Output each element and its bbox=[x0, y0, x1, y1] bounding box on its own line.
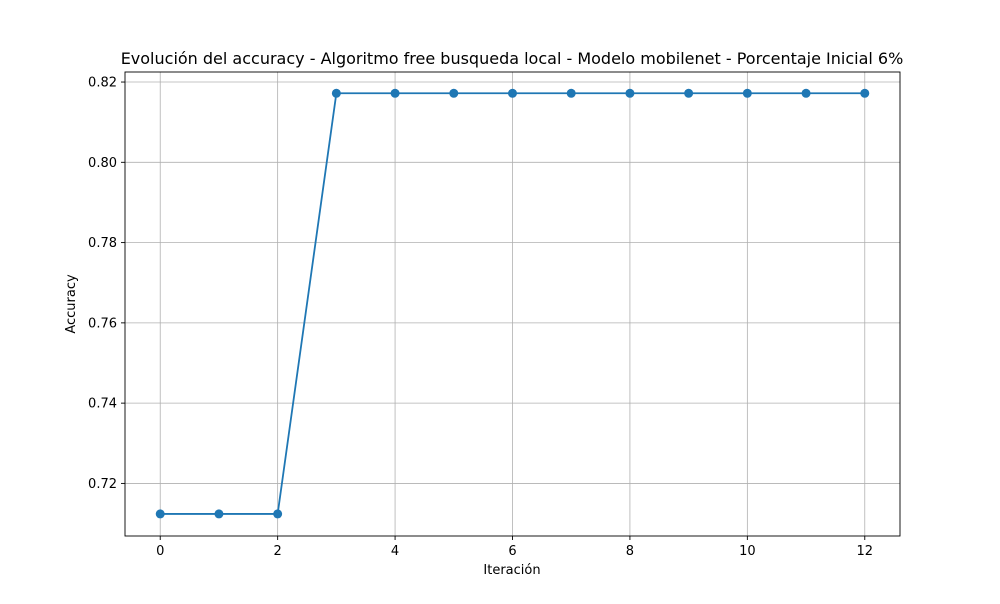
data-point-12 bbox=[860, 88, 870, 98]
x-tick-label-2: 2 bbox=[274, 544, 282, 559]
x-tick-label-10: 10 bbox=[739, 544, 756, 559]
y-tick-label-0.78: 0.78 bbox=[88, 236, 117, 251]
y-tick-label-0.74: 0.74 bbox=[88, 397, 117, 412]
data-point-4 bbox=[390, 88, 400, 98]
x-tick-label-12: 12 bbox=[856, 544, 873, 559]
y-axis-label: Accuracy bbox=[64, 274, 79, 334]
data-point-7 bbox=[566, 88, 576, 98]
x-tick-label-8: 8 bbox=[626, 544, 634, 559]
data-point-11 bbox=[801, 88, 811, 98]
data-point-2 bbox=[273, 509, 283, 519]
x-tick-label-0: 0 bbox=[156, 544, 164, 559]
data-point-10 bbox=[742, 88, 752, 98]
data-point-9 bbox=[684, 88, 694, 98]
series-layer bbox=[155, 88, 870, 519]
data-point-3 bbox=[331, 88, 341, 98]
y-tick-label-0.76: 0.76 bbox=[88, 316, 117, 331]
x-tick-label-4: 4 bbox=[391, 544, 399, 559]
data-point-5 bbox=[449, 88, 459, 98]
x-axis-label: Iteración bbox=[483, 563, 540, 578]
x-tick-label-6: 6 bbox=[508, 544, 516, 559]
grid-layer bbox=[125, 72, 900, 536]
ticks-layer: 0 2 4 6 8 10 12 0.72 0.74 0.76 0.78 0.80 0.82 bbox=[88, 76, 873, 559]
y-tick-label-0.72: 0.72 bbox=[88, 477, 117, 492]
data-point-1 bbox=[214, 509, 224, 519]
data-point-8 bbox=[625, 88, 635, 98]
chart-title: Evolución del accuracy - Algoritmo free … bbox=[121, 49, 904, 68]
y-tick-label-0.80: 0.80 bbox=[88, 156, 117, 171]
data-point-0 bbox=[155, 509, 165, 519]
data-point-6 bbox=[508, 88, 517, 98]
y-tick-label-0.82: 0.82 bbox=[88, 76, 117, 91]
